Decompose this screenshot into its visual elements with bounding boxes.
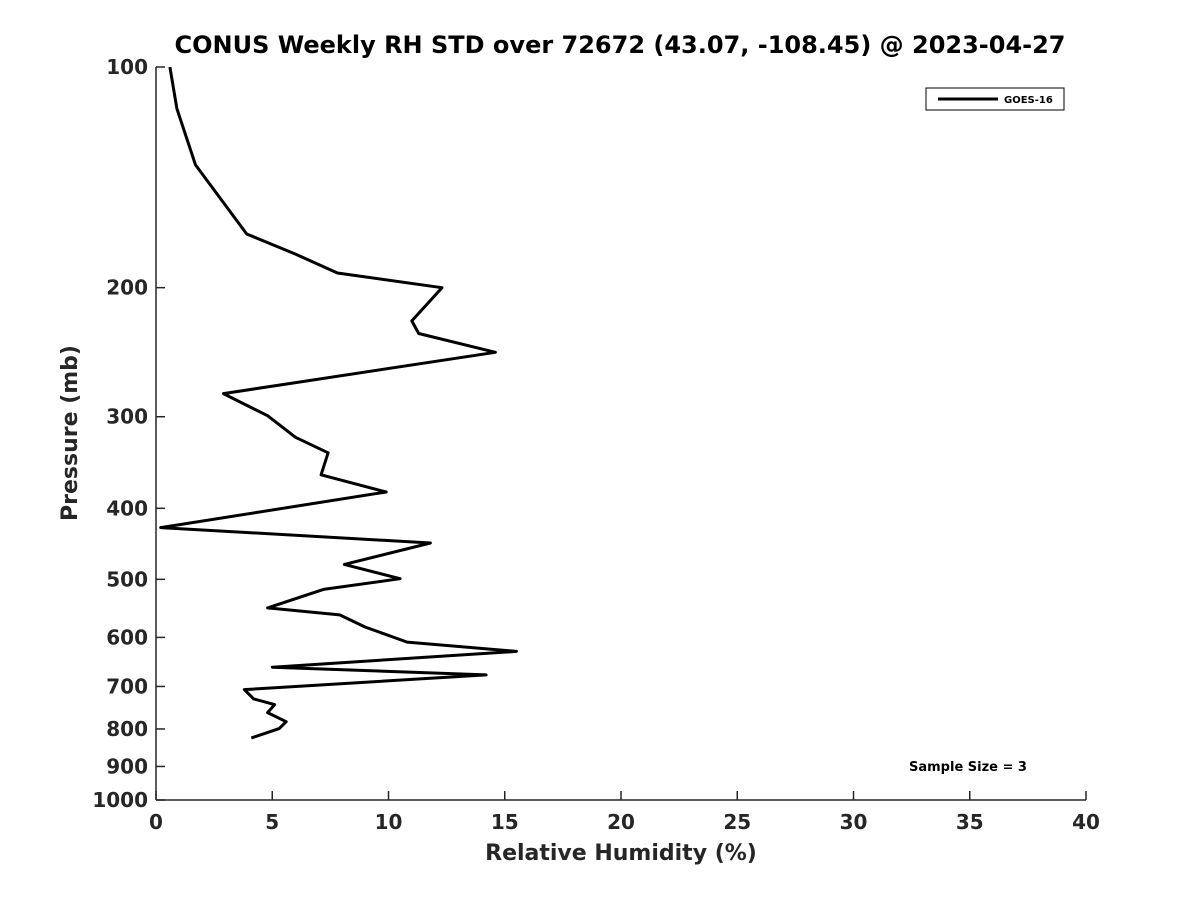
y-tick-label: 900 bbox=[106, 754, 148, 778]
chart-title: CONUS Weekly RH STD over 72672 (43.07, -… bbox=[174, 31, 1065, 59]
x-tick-label: 0 bbox=[149, 810, 163, 834]
x-tick-label: 15 bbox=[491, 810, 519, 834]
series-line-goes-16 bbox=[159, 66, 518, 740]
legend-label-goes-16: GOES-16 bbox=[1004, 95, 1053, 106]
y-tick-label: 400 bbox=[106, 496, 148, 520]
x-tick-label: 30 bbox=[840, 810, 868, 834]
y-tick-label: 800 bbox=[106, 717, 148, 741]
plot-area: 0 5 10 15 20 25 30 35 40 100 200 300 400 500 600 700 80… bbox=[92, 55, 1100, 834]
x-tick-label: 20 bbox=[607, 810, 635, 834]
y-tick-label: 300 bbox=[106, 405, 148, 429]
x-tick-label: 10 bbox=[375, 810, 403, 834]
x-tick-label: 25 bbox=[723, 810, 751, 834]
legend: GOES-16 bbox=[925, 87, 1065, 111]
y-tick-label: 100 bbox=[106, 55, 148, 79]
x-tick-label: 5 bbox=[265, 810, 279, 834]
y-axis-ticks: 100 200 300 400 500 600 700 800 900 1000 bbox=[92, 55, 165, 812]
y-tick-label: 700 bbox=[106, 674, 148, 698]
x-tick-label: 35 bbox=[956, 810, 984, 834]
y-tick-label: 1000 bbox=[92, 788, 148, 812]
y-tick-label: 500 bbox=[106, 567, 148, 591]
sample-size-annotation: Sample Size = 3 bbox=[909, 760, 1027, 775]
x-axis-label: Relative Humidity (%) bbox=[485, 841, 757, 866]
x-axis-ticks: 0 5 10 15 20 25 30 35 40 bbox=[149, 791, 1100, 834]
y-tick-label: 600 bbox=[106, 625, 148, 649]
x-tick-label: 40 bbox=[1072, 810, 1100, 834]
y-tick-label: 200 bbox=[106, 276, 148, 300]
y-axis-label: Pressure (mb) bbox=[58, 345, 83, 521]
